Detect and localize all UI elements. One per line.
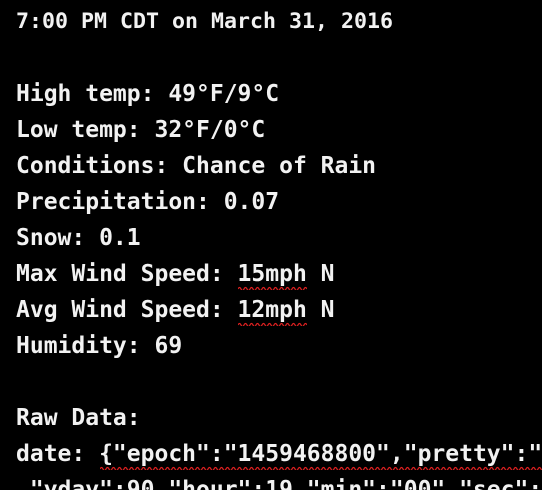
- detail-line: Avg Wind Speed: 12mph N: [16, 297, 335, 323]
- detail-line: Conditions: Chance of Rain: [16, 153, 377, 179]
- detail-line: High temp: 49°F/9°C: [16, 81, 280, 107]
- detail-line: Snow: 0.1: [16, 225, 141, 251]
- detail-line: Humidity: 69: [16, 333, 183, 359]
- spellcheck-underline: [100, 466, 542, 470]
- detail-line: Low temp: 32°F/0°C: [16, 117, 266, 143]
- raw-data-line: date: {"epoch":"1459468800","pretty":": [16, 441, 542, 467]
- date-header: 7:00 PM CDT on March 31, 2016: [16, 9, 394, 34]
- detail-line: Precipitation: 0.07: [16, 189, 280, 215]
- spellcheck-underline: [238, 322, 307, 326]
- detail-line: Max Wind Speed: 15mph N: [16, 261, 335, 287]
- raw-data-line: ,"yday":90,"hour":19,"min":"00","sec":: [16, 477, 542, 490]
- raw-data-label: Raw Data:: [16, 405, 141, 431]
- spellcheck-underline: [238, 286, 307, 290]
